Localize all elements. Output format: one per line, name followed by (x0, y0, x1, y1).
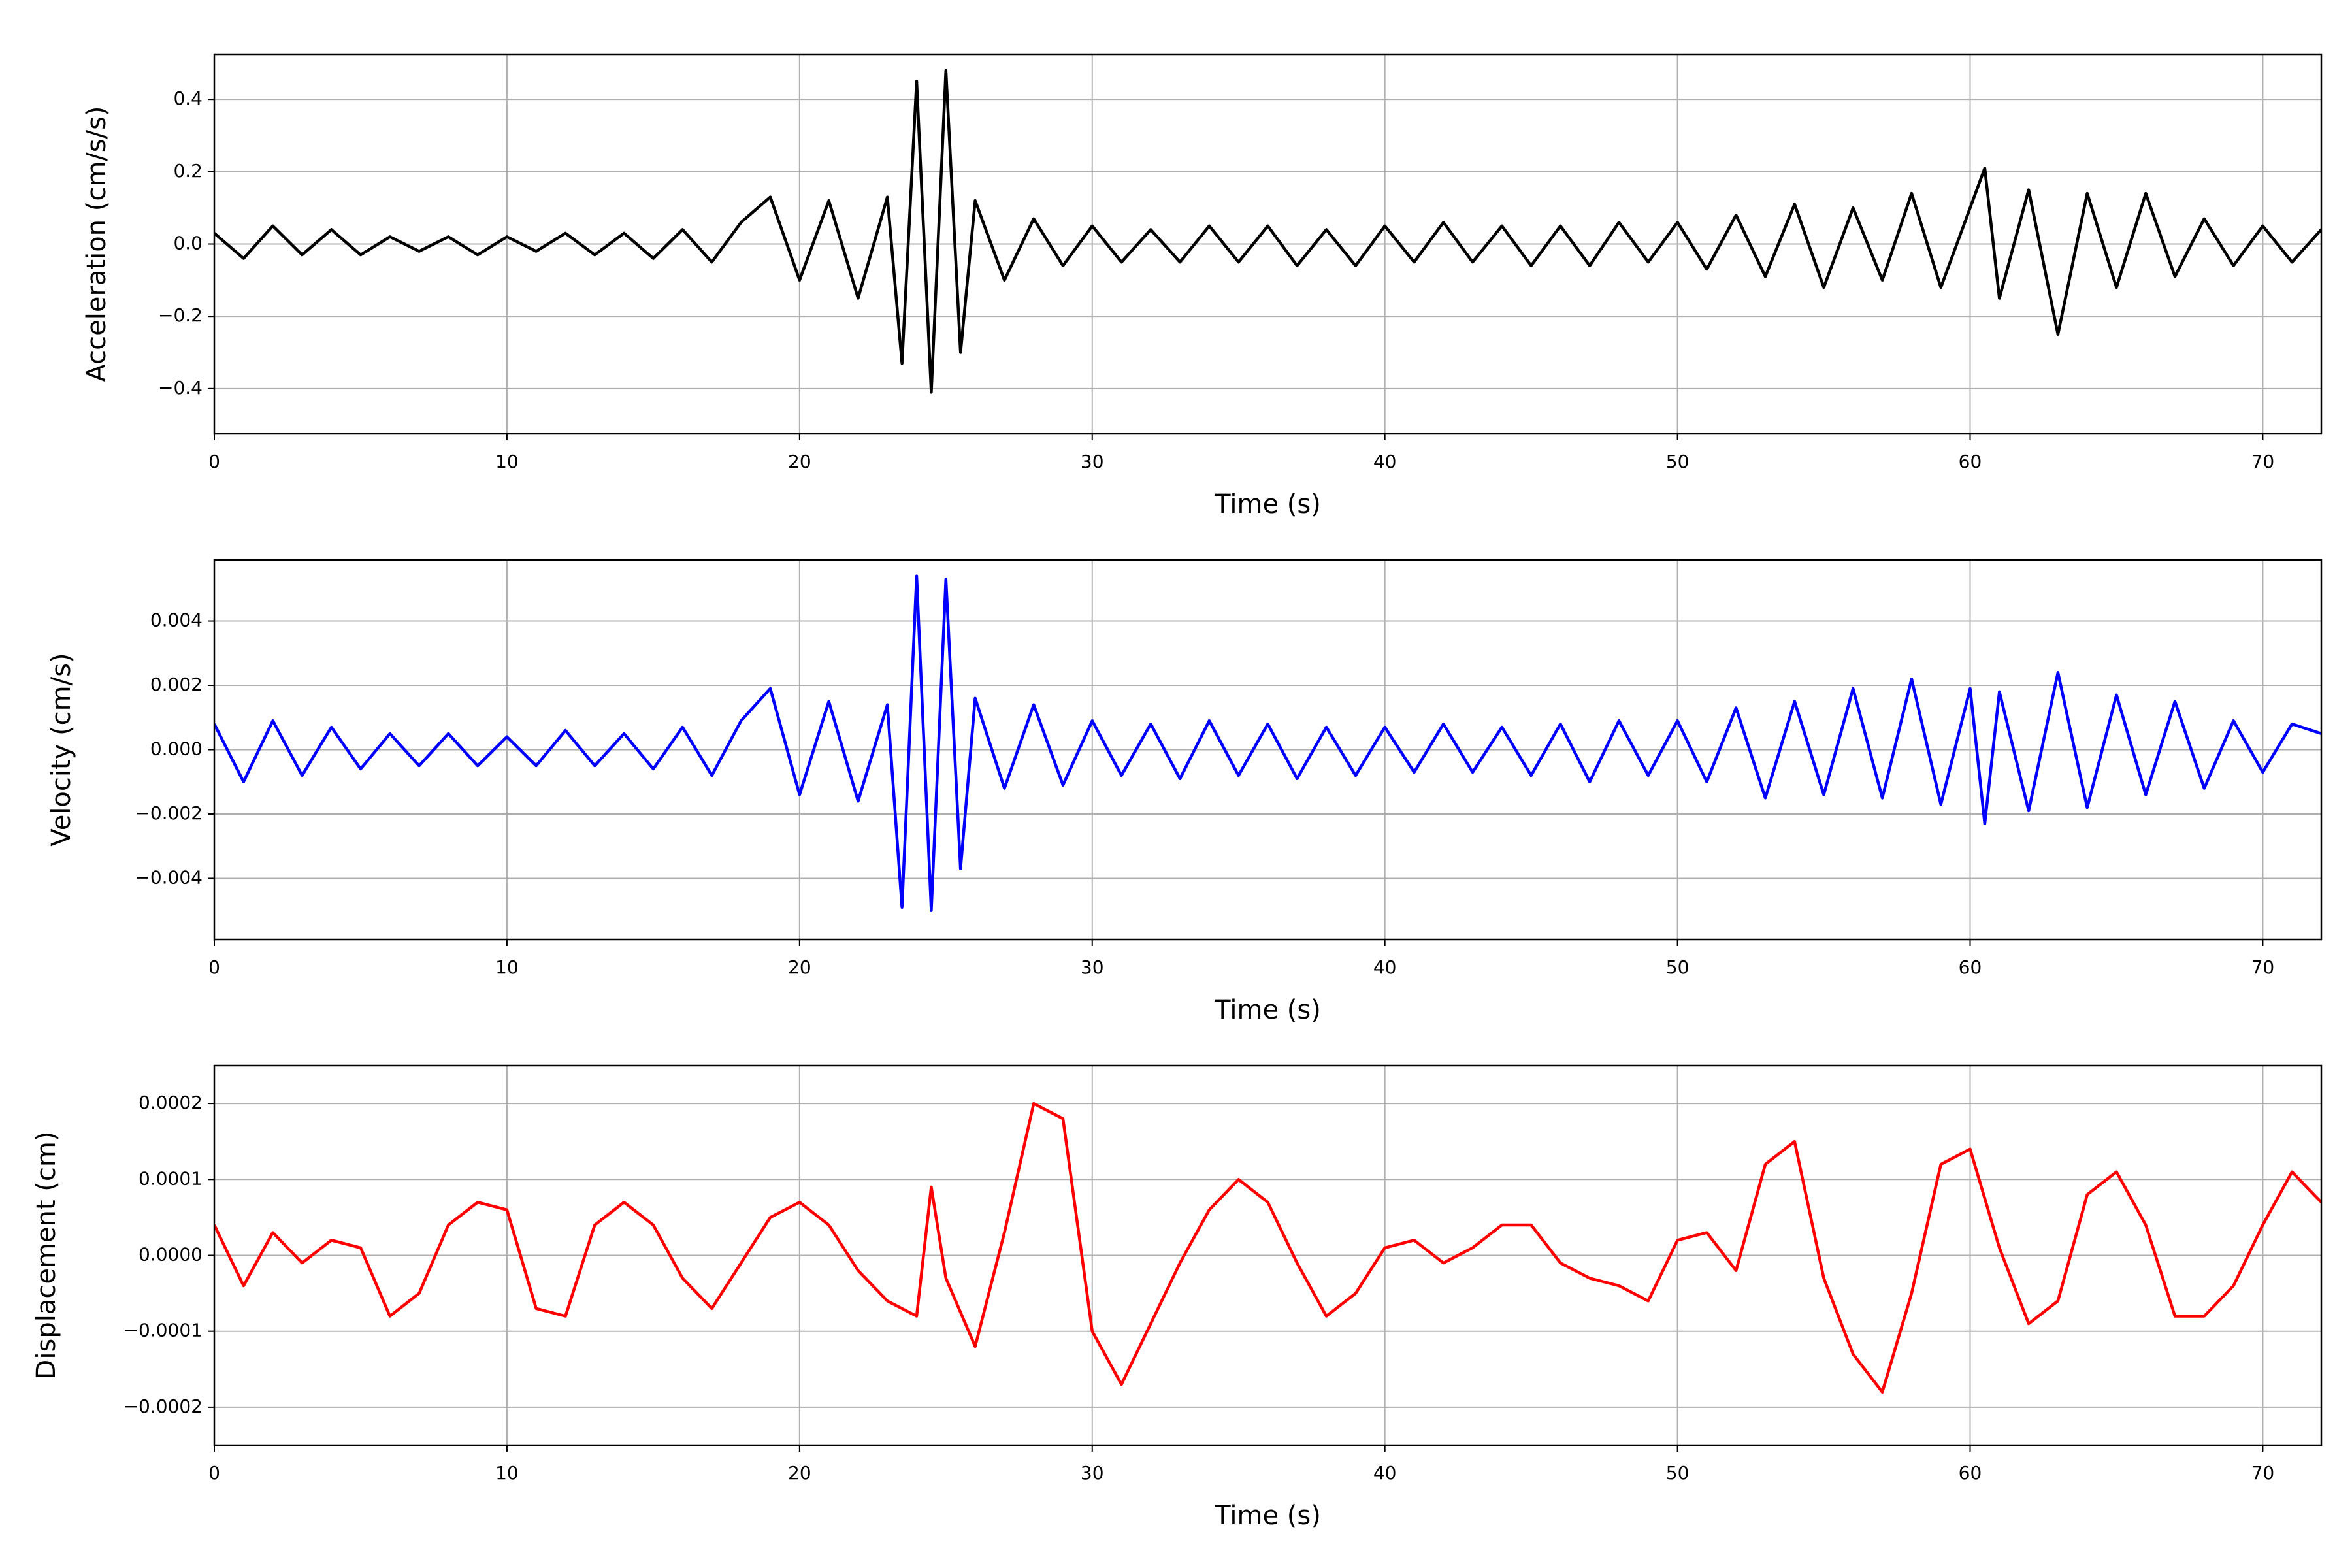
y-tick-label: −0.2 (158, 304, 203, 326)
x-tick-label: 60 (1959, 451, 1982, 472)
x-tick-label: 10 (495, 956, 519, 978)
y-tick-label: 0.004 (150, 610, 203, 631)
x-tick-label: 40 (1373, 1462, 1397, 1484)
y-tick-label: −0.0002 (123, 1396, 203, 1417)
x-tick-label: 20 (788, 1462, 811, 1484)
x-tick-label: 40 (1373, 956, 1397, 978)
x-tick-label: 20 (788, 451, 811, 472)
y-axis-label: Displacement (cm) (31, 1132, 61, 1380)
x-tick-label: 20 (788, 956, 811, 978)
y-tick-label: 0.0002 (139, 1092, 203, 1113)
x-tick-label: 70 (2251, 956, 2275, 978)
y-tick-label: −0.004 (135, 866, 203, 888)
y-axis-label: Acceleration (cm/s/s) (82, 106, 112, 382)
x-tick-label: 10 (495, 451, 519, 472)
x-tick-label: 0 (208, 1462, 220, 1484)
x-tick-label: 30 (1081, 1462, 1104, 1484)
x-axis-label: Time (s) (1214, 489, 1321, 519)
y-tick-label: −0.0001 (123, 1320, 203, 1341)
x-tick-label: 60 (1959, 956, 1982, 978)
y-tick-label: −0.4 (158, 377, 203, 399)
x-axis-label: Time (s) (1214, 995, 1321, 1025)
y-tick-label: 0.002 (150, 674, 203, 695)
axes-frame (213, 53, 2323, 435)
x-tick-label: 60 (1959, 1462, 1982, 1484)
y-tick-label: 0.2 (173, 160, 203, 182)
data-line (214, 574, 2321, 912)
data-line (214, 69, 2321, 394)
x-axis-label: Time (s) (1214, 1501, 1321, 1531)
y-tick-label: 0.0 (173, 233, 203, 254)
y-tick-label: 0.4 (173, 88, 203, 109)
axes-frame (213, 1064, 2323, 1446)
x-tick-label: 0 (208, 451, 220, 472)
y-axis-label: Velocity (cm/s) (46, 653, 76, 846)
y-tick-label: 0.0001 (139, 1168, 203, 1189)
x-tick-label: 70 (2251, 1462, 2275, 1484)
axes-frame (213, 559, 2323, 941)
x-tick-label: 50 (1666, 451, 1690, 472)
y-tick-label: 0.000 (150, 738, 203, 760)
y-tick-label: 0.0000 (139, 1244, 203, 1266)
x-tick-label: 50 (1666, 1462, 1690, 1484)
data-line (214, 1102, 2321, 1394)
x-tick-label: 0 (208, 956, 220, 978)
x-tick-label: 70 (2251, 451, 2275, 472)
x-tick-label: 40 (1373, 451, 1397, 472)
x-tick-label: 10 (495, 1462, 519, 1484)
x-tick-label: 30 (1081, 451, 1104, 472)
x-tick-label: 30 (1081, 956, 1104, 978)
x-tick-label: 50 (1666, 956, 1690, 978)
y-tick-label: −0.002 (135, 802, 203, 824)
